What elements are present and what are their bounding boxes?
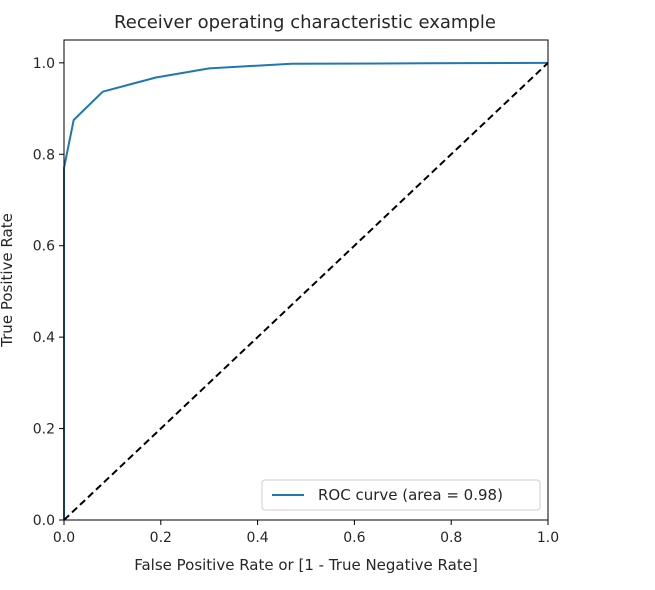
y-tick-label: 0.4 <box>33 330 55 346</box>
x-tick-label: 0.2 <box>150 530 172 546</box>
x-axis-ticks: 0.0 0.2 0.4 0.6 0.8 1.0 <box>53 520 559 546</box>
y-axis-ticks: 0.0 0.2 0.4 0.6 0.8 1.0 <box>33 56 64 529</box>
legend-label-roc-curve: ROC curve (area = 0.98) <box>318 486 503 504</box>
x-tick-label: 0.6 <box>343 530 365 546</box>
y-tick-label: 0.0 <box>33 513 55 529</box>
plot-area <box>63 61 549 521</box>
x-axis-label: False Positive Rate or [1 - True Negativ… <box>134 556 478 574</box>
y-tick-label: 1.0 <box>33 56 55 72</box>
legend: ROC curve (area = 0.98) <box>261 479 541 511</box>
plot-frame <box>63 39 549 521</box>
chance-diagonal-line <box>63 62 549 521</box>
x-tick-label: 0.8 <box>440 530 462 546</box>
y-axis-label: True Positive Rate <box>0 213 16 348</box>
x-tick-label: 1.0 <box>537 530 559 546</box>
x-tick-label: 0.4 <box>246 530 268 546</box>
y-tick-label: 0.2 <box>33 422 55 438</box>
y-tick-label: 0.6 <box>33 239 55 255</box>
roc-curve-line <box>63 61 549 520</box>
y-tick-label: 0.8 <box>33 147 55 163</box>
chart-title: Receiver operating characteristic exampl… <box>114 12 496 33</box>
legend-box <box>261 479 541 511</box>
x-tick-label: 0.0 <box>53 530 75 546</box>
